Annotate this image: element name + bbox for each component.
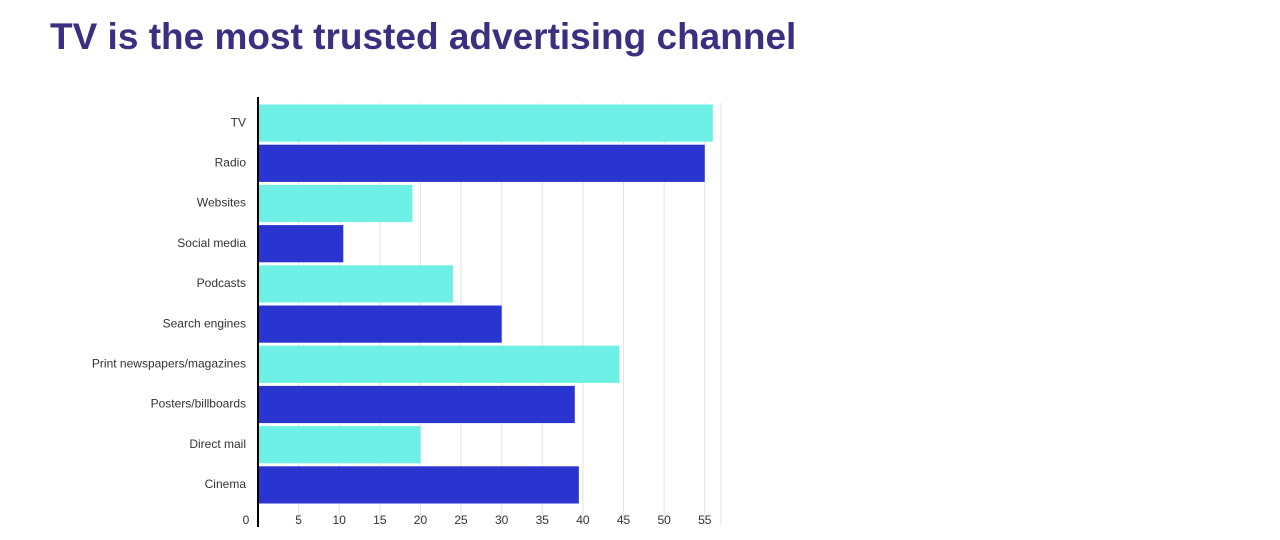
bar <box>258 104 713 142</box>
y-tick-label: TV <box>231 115 246 129</box>
x-tick-label: 5 <box>295 513 302 527</box>
bar <box>258 265 453 303</box>
y-tick-label: Radio <box>215 155 247 169</box>
y-tick-label: Search engines <box>163 316 246 330</box>
y-tick-label: Websites <box>197 196 246 210</box>
bar <box>258 225 344 263</box>
x-tick-label: 50 <box>657 513 671 527</box>
chart-title: TV is the most trusted advertising chann… <box>50 16 796 57</box>
bar <box>258 466 579 504</box>
x-tick-label: 35 <box>536 513 550 527</box>
x-tick-label: 20 <box>414 513 428 527</box>
bar <box>258 184 413 223</box>
y-tick-label: Print newspapers/magazines <box>92 356 246 370</box>
bar <box>258 345 620 383</box>
y-tick-label: Direct mail <box>189 437 246 451</box>
x-tick-label: 15 <box>373 513 387 527</box>
bar <box>258 385 575 424</box>
x-tick-label: 30 <box>495 513 509 527</box>
x-tick-label: 25 <box>454 513 468 527</box>
bar <box>258 426 421 464</box>
x-tick-label: 10 <box>333 513 347 527</box>
bar <box>258 144 705 182</box>
y-tick-label: Podcasts <box>197 276 246 290</box>
x-tick-label: 55 <box>698 513 712 527</box>
y-tick-label: Posters/billboards <box>151 397 246 411</box>
y-tick-label: Cinema <box>205 477 247 491</box>
x-tick-label: 0 <box>243 513 250 527</box>
bar <box>258 305 502 343</box>
x-tick-label: 40 <box>576 513 590 527</box>
y-tick-label: Social media <box>177 236 246 250</box>
x-tick-label: 45 <box>617 513 631 527</box>
